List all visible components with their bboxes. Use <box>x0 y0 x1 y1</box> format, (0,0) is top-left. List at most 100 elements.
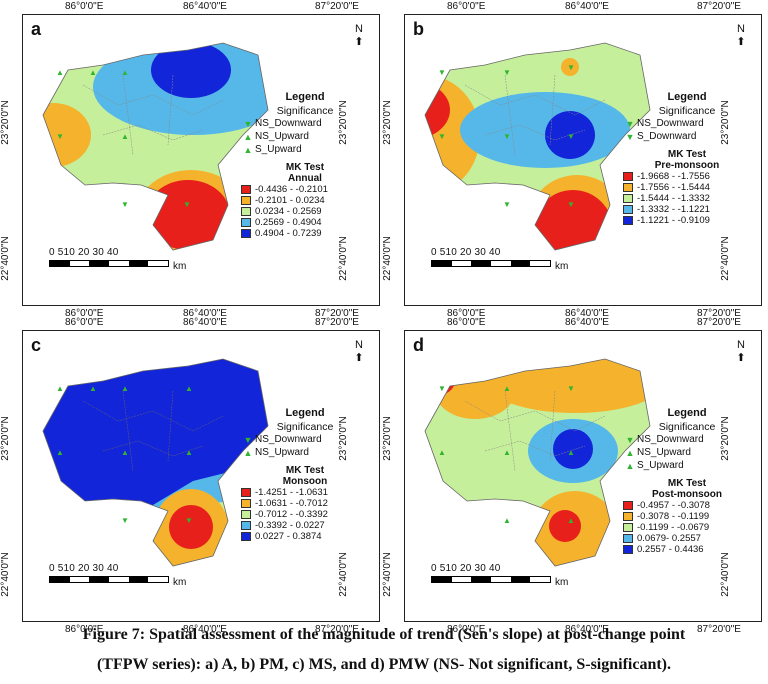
mk-title: MK Test <box>285 162 325 173</box>
sig-label: S_Downward <box>637 131 697 142</box>
svg-text:▲: ▲ <box>121 448 129 457</box>
triangle-down-icon: ▼ <box>625 434 635 445</box>
svg-text:▲: ▲ <box>121 384 129 393</box>
color-swatch <box>241 196 251 205</box>
class-label: -0.2101 - 0.0234 <box>255 195 325 206</box>
figure-caption-line2: (TFPW series): a) A, b) PM, c) MS, and d… <box>96 656 672 673</box>
svg-text:▼: ▼ <box>438 68 446 77</box>
svg-text:▼: ▼ <box>567 63 575 72</box>
sig-label: NS_Upward <box>255 131 309 142</box>
north-label: N <box>737 23 745 35</box>
color-swatch <box>623 205 633 214</box>
svg-text:▲: ▲ <box>503 516 511 525</box>
tick-top-1: 86°0'0"E <box>65 1 104 12</box>
north-arrow-icon: N ⬆ <box>349 339 369 364</box>
map-b-canvas: ▼ ▼ ▼ ▼ ▼ ▼ ▼ ▼ <box>424 42 651 251</box>
color-swatch <box>623 545 633 554</box>
tick-bottom-1: 86°0'0"E <box>447 308 486 319</box>
color-swatch <box>623 183 633 192</box>
svg-text:▼: ▼ <box>503 68 511 77</box>
map-panel-a: ▲ ▲ ▲ ▼ ▲ ▼ ▼ a 86°0'0"E 86°40'0"E 87°20'0"E … <box>0 1 380 319</box>
svg-text:▲: ▲ <box>121 132 129 141</box>
tick-left-2: 22°40'0"N <box>0 236 11 281</box>
tick-left-1: 23°20'0"N <box>0 416 11 461</box>
class-label: 0.0234 - 0.2569 <box>255 206 322 217</box>
scale-numbers: 0 510 20 30 40 <box>431 247 501 258</box>
class-label: -1.0631 - -0.7012 <box>255 498 328 509</box>
svg-text:▼: ▼ <box>185 516 193 525</box>
scale-bar: 0 510 20 30 40 km <box>49 247 186 272</box>
class-label: -0.7012 - -0.3392 <box>255 509 328 520</box>
svg-text:▲: ▲ <box>185 448 193 457</box>
color-swatch <box>241 218 251 227</box>
color-swatch <box>623 534 633 543</box>
class-label: 0.2569 - 0.4904 <box>255 217 322 228</box>
tick-top-1: 86°0'0"E <box>65 317 104 328</box>
sig-label: NS_Upward <box>255 447 309 458</box>
tick-top-2: 86°40'0"E <box>565 1 609 12</box>
panel-letter: a <box>31 19 42 39</box>
triangle-down-icon: ▼ <box>243 434 253 445</box>
north-label: N <box>355 23 363 35</box>
color-swatch <box>241 521 251 530</box>
tick-top-3: 87°20'0"E <box>315 317 359 328</box>
panel-letter: d <box>413 335 424 355</box>
color-swatch <box>623 512 633 521</box>
triangle-up-icon: ▲ <box>243 131 253 142</box>
svg-text:▼: ▼ <box>438 384 446 393</box>
map-panel-d: ▼ ▲ ▼ ▲ ▲ ▲ ▲ ▲ d 86°0'0"E 86°40'0"E 87°20'0"E… <box>382 317 762 635</box>
triangle-up-icon: ▲ <box>625 460 635 471</box>
tick-top-3: 87°20'0"E <box>697 317 741 328</box>
color-swatch <box>623 194 633 203</box>
season-label: Annual <box>288 173 322 184</box>
tick-left-1: 23°20'0"N <box>0 100 11 145</box>
class-label: -0.1199 - -0.0679 <box>637 522 710 533</box>
triangle-up-icon: ▲ <box>243 144 253 155</box>
north-arrow-icon: N ⬆ <box>731 339 751 364</box>
map-c-canvas: ▲ ▲ ▲ ▲ ▲ ▲ ▲ ▼ ▼ <box>42 358 269 567</box>
sig-label: S_Upward <box>255 144 302 155</box>
color-swatch <box>241 488 251 497</box>
class-label: -1.3332 - -1.1221 <box>637 204 710 215</box>
north-label: N <box>355 339 363 351</box>
triangle-down-icon: ▼ <box>625 131 635 142</box>
triangle-down-icon: ▼ <box>625 118 635 129</box>
north-arrow-icon: N ⬆ <box>731 23 751 48</box>
scale-bar: 0 510 20 30 40 km <box>431 563 568 588</box>
class-label: -0.3392 - 0.0227 <box>255 520 325 531</box>
map-panel-b: ▼ ▼ ▼ ▼ ▼ ▼ ▼ ▼ b 86°0'0"E 86°40'0"E 87°20'0"E… <box>382 1 762 319</box>
map-panel-c: ▲ ▲ ▲ ▲ ▲ ▲ ▲ ▼ ▼ c 86°0'0"E 86°40'0"E 87°20'0"… <box>0 317 380 635</box>
legend-d: Legend Significance ▼ NS_Downward ▲ NS_Upw… <box>623 407 751 555</box>
svg-text:▲: ▲ <box>56 68 64 77</box>
color-swatch <box>623 216 633 225</box>
figure-caption-line1: Figure 7: Spatial assessment of the magn… <box>82 626 686 643</box>
class-label: 0.0679- 0.2557 <box>637 533 701 544</box>
legend-title: Legend <box>667 407 707 419</box>
legend-title: Legend <box>285 407 325 419</box>
significance-label: Significance <box>276 421 334 433</box>
tick-right-2: 22°40'0"N <box>337 236 349 281</box>
scale-unit: km <box>555 261 569 272</box>
tick-top-3: 87°20'0"E <box>315 1 359 12</box>
mk-title: MK Test <box>667 149 707 160</box>
svg-text:▲: ▲ <box>56 384 64 393</box>
panel-letter: b <box>413 19 424 39</box>
tick-left-2: 22°40'0"N <box>0 552 11 597</box>
scale-unit: km <box>173 261 187 272</box>
svg-text:▲: ▲ <box>438 448 446 457</box>
sig-label: NS_Downward <box>255 118 322 129</box>
tick-bottom-3: 87°20'0"E <box>315 308 359 319</box>
tick-right-2: 22°40'0"N <box>719 552 731 597</box>
triangle-up-icon: ▲ <box>243 447 253 458</box>
color-swatch <box>623 523 633 532</box>
mk-title: MK Test <box>285 465 325 476</box>
svg-text:▲: ▲ <box>567 516 575 525</box>
panel-letter: c <box>31 335 42 355</box>
svg-text:▼: ▼ <box>567 132 575 141</box>
tick-bottom-3: 87°20'0"E <box>315 624 359 635</box>
svg-text:▲: ▲ <box>121 68 129 77</box>
tick-top-1: 86°0'0"E <box>447 1 486 12</box>
tick-bottom-1: 86°0'0"E <box>65 624 104 635</box>
tick-bottom-1: 86°0'0"E <box>447 624 486 635</box>
tick-left-2: 22°40'0"N <box>381 236 393 281</box>
